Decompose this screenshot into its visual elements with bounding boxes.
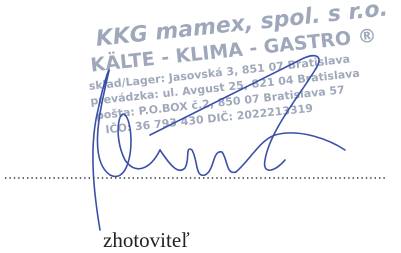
page: KKG mamex, spol. s r.o. KÄLTE - KLIMA - …: [0, 0, 401, 253]
signer-label: zhotoviteľ: [103, 228, 190, 252]
stamp: KKG mamex, spol. s r.o. KÄLTE - KLIMA - …: [83, 0, 398, 138]
document: KKG mamex, spol. s r.o. KÄLTE - KLIMA - …: [0, 0, 401, 253]
